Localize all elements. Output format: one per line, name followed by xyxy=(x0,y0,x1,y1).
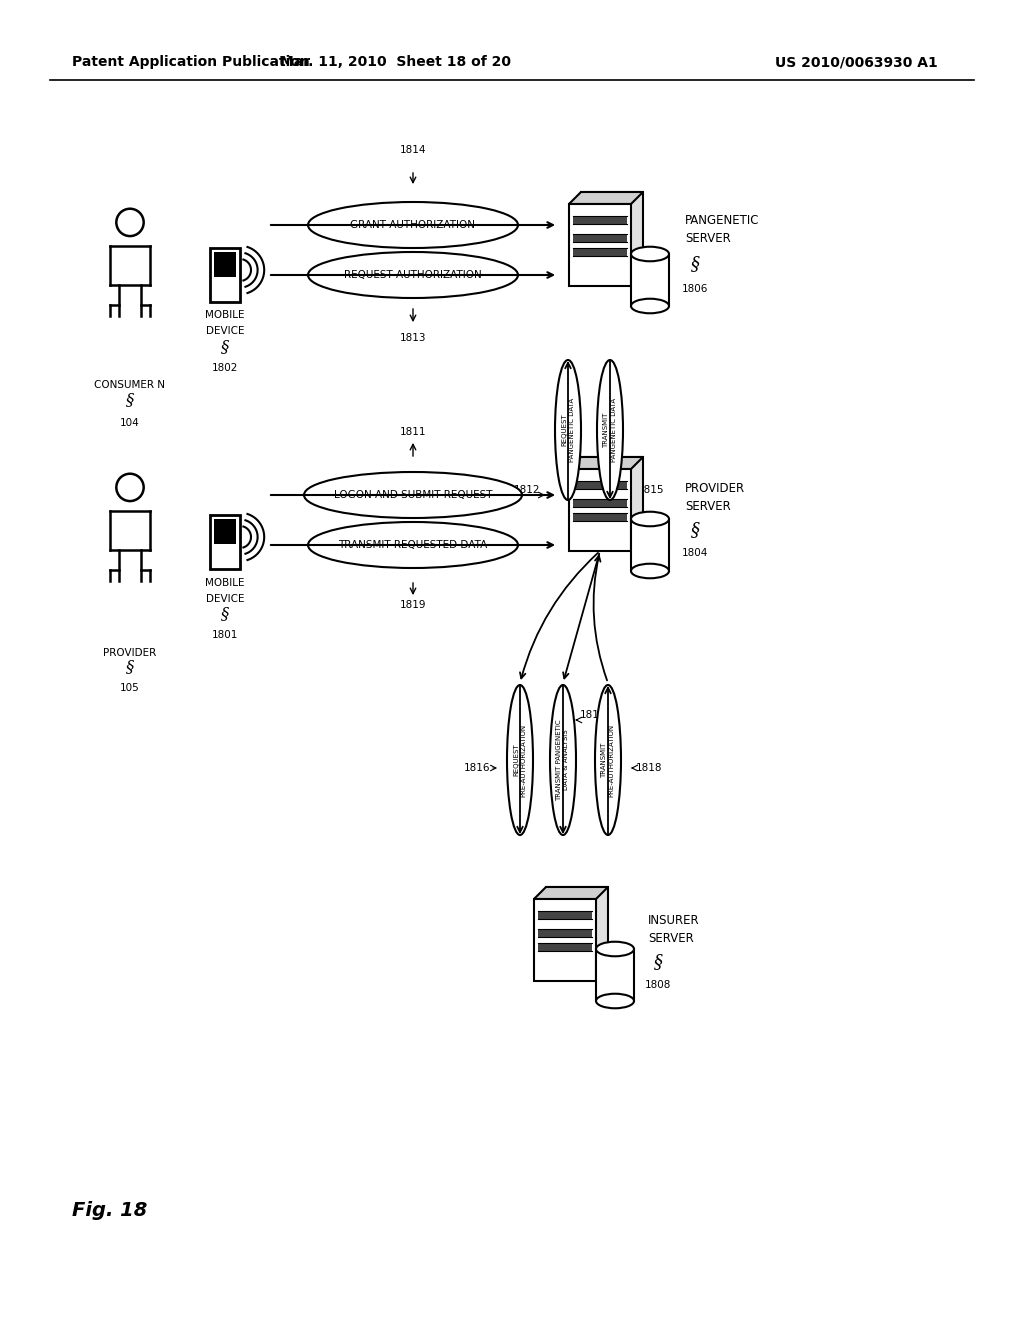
Text: §: § xyxy=(221,606,229,623)
Text: 1816: 1816 xyxy=(464,763,490,774)
Text: MOBILE: MOBILE xyxy=(205,578,245,587)
Text: §: § xyxy=(653,953,663,972)
Text: 1802: 1802 xyxy=(212,363,239,374)
Text: TRANSMIT REQUESTED DATA: TRANSMIT REQUESTED DATA xyxy=(338,540,487,550)
Ellipse shape xyxy=(631,564,669,578)
Text: TRANSMIT
PANGENETIC DATA: TRANSMIT PANGENETIC DATA xyxy=(603,397,616,462)
Ellipse shape xyxy=(555,360,581,500)
Text: REQUEST AUTHORIZATION: REQUEST AUTHORIZATION xyxy=(344,271,482,280)
Text: §: § xyxy=(126,659,134,676)
Ellipse shape xyxy=(631,247,669,261)
Bar xyxy=(214,252,236,277)
Ellipse shape xyxy=(550,685,575,836)
Text: DEVICE: DEVICE xyxy=(206,594,245,605)
Bar xyxy=(210,248,240,302)
Ellipse shape xyxy=(596,994,634,1008)
Ellipse shape xyxy=(308,252,518,298)
Bar xyxy=(569,469,631,550)
Text: Fig. 18: Fig. 18 xyxy=(72,1200,147,1220)
Text: §: § xyxy=(690,521,699,539)
Text: TRANSMIT
PRE-AUTHORIZATION: TRANSMIT PRE-AUTHORIZATION xyxy=(601,723,614,796)
Bar xyxy=(573,482,627,490)
Bar xyxy=(573,512,627,520)
Bar xyxy=(534,899,596,981)
Bar xyxy=(538,911,592,920)
Text: 1815: 1815 xyxy=(638,484,665,495)
Text: PANGENETIC: PANGENETIC xyxy=(685,214,760,227)
Bar xyxy=(214,519,236,544)
Text: 1818: 1818 xyxy=(636,763,663,774)
Text: 1801: 1801 xyxy=(212,630,239,640)
Bar xyxy=(573,248,627,256)
Text: Mar. 11, 2010  Sheet 18 of 20: Mar. 11, 2010 Sheet 18 of 20 xyxy=(280,55,511,69)
Text: 1814: 1814 xyxy=(399,145,426,154)
Ellipse shape xyxy=(304,473,522,517)
Text: SERVER: SERVER xyxy=(685,231,731,244)
Text: 1806: 1806 xyxy=(682,284,709,294)
Text: LOGON AND SUBMIT REQUEST: LOGON AND SUBMIT REQUEST xyxy=(334,490,493,500)
Ellipse shape xyxy=(631,298,669,313)
Text: DEVICE: DEVICE xyxy=(206,326,245,337)
Text: SERVER: SERVER xyxy=(648,932,693,945)
Bar xyxy=(210,515,240,569)
Bar xyxy=(596,949,634,1001)
Text: 1819: 1819 xyxy=(399,601,426,610)
Text: PROVIDER: PROVIDER xyxy=(685,482,745,495)
Text: INSURER: INSURER xyxy=(648,913,699,927)
FancyBboxPatch shape xyxy=(546,887,608,969)
Text: REQUEST
PANGENETIC DATA: REQUEST PANGENETIC DATA xyxy=(561,397,574,462)
FancyBboxPatch shape xyxy=(581,191,643,275)
Bar xyxy=(573,216,627,224)
Text: MOBILE: MOBILE xyxy=(205,310,245,319)
Bar xyxy=(573,235,627,243)
Ellipse shape xyxy=(631,512,669,527)
Text: 1812: 1812 xyxy=(513,484,540,495)
Text: PROVIDER: PROVIDER xyxy=(103,648,157,657)
Bar xyxy=(631,519,669,572)
Ellipse shape xyxy=(308,521,518,568)
Text: 1804: 1804 xyxy=(682,548,709,558)
Text: 1817: 1817 xyxy=(580,710,606,719)
Text: §: § xyxy=(221,338,229,355)
Text: REQUEST
PRE-AUTHORIZATION: REQUEST PRE-AUTHORIZATION xyxy=(513,723,526,796)
Text: SERVER: SERVER xyxy=(685,499,731,512)
Bar xyxy=(538,929,592,937)
Text: 1808: 1808 xyxy=(645,979,671,990)
Text: CONSUMER N: CONSUMER N xyxy=(94,380,166,389)
Text: GRANT AUTHORIZATION: GRANT AUTHORIZATION xyxy=(350,220,475,230)
Text: §: § xyxy=(690,255,699,273)
Text: Patent Application Publication: Patent Application Publication xyxy=(72,55,309,69)
Ellipse shape xyxy=(597,360,623,500)
Ellipse shape xyxy=(507,685,534,836)
Polygon shape xyxy=(569,457,643,469)
Bar xyxy=(569,205,631,286)
Ellipse shape xyxy=(308,202,518,248)
Ellipse shape xyxy=(595,685,621,836)
Ellipse shape xyxy=(596,941,634,956)
Bar xyxy=(573,499,627,507)
Polygon shape xyxy=(569,191,643,205)
Bar xyxy=(631,253,669,306)
Polygon shape xyxy=(534,887,608,899)
Bar xyxy=(538,942,592,950)
Text: 104: 104 xyxy=(120,418,140,428)
Text: 105: 105 xyxy=(120,682,140,693)
Text: 1811: 1811 xyxy=(399,426,426,437)
Text: §: § xyxy=(126,392,134,408)
Text: TRANSMIT PANGENETIC
DATA & ANALYSIS: TRANSMIT PANGENETIC DATA & ANALYSIS xyxy=(556,719,569,801)
Text: 1813: 1813 xyxy=(399,333,426,343)
Text: US 2010/0063930 A1: US 2010/0063930 A1 xyxy=(775,55,938,69)
FancyBboxPatch shape xyxy=(581,457,643,539)
